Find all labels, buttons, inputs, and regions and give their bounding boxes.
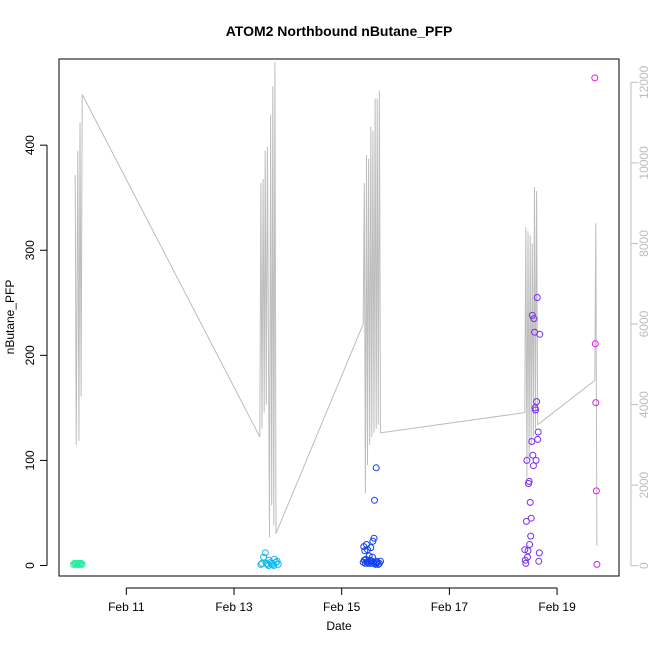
chart-title: ATOM2 Northbound nButane_PFP	[226, 23, 453, 39]
y-tick-label: 0	[23, 562, 37, 569]
data-point	[535, 549, 543, 557]
data-point	[533, 294, 541, 301]
data-point	[592, 399, 600, 407]
data-point	[593, 560, 601, 568]
right-tick-label: 6000	[637, 310, 650, 337]
data-point	[270, 562, 278, 569]
data-point	[372, 560, 380, 568]
data-point	[524, 547, 532, 555]
data-point	[526, 498, 534, 506]
data-point	[370, 534, 378, 542]
y-axis-right: 0 2000 4000 6000 8000 10000 12000	[630, 65, 650, 569]
x-tick-label: Feb 19	[538, 600, 576, 614]
y-tick-label: 200	[23, 345, 37, 365]
data-point	[261, 549, 269, 557]
data-point	[530, 315, 538, 323]
data-point	[368, 553, 376, 561]
x-tick-label: Feb 17	[431, 600, 469, 614]
right-tick-label: 4000	[637, 391, 650, 418]
data-point	[521, 546, 529, 554]
data-point	[535, 557, 543, 565]
x-axis: Feb 11 Feb 13 Feb 15 Feb 17 Feb 19	[108, 587, 576, 614]
data-point	[369, 537, 377, 545]
data-point	[371, 496, 378, 504]
data-point	[523, 456, 531, 464]
data-point	[534, 435, 542, 443]
data-point	[529, 451, 537, 459]
x-axis-label: Date	[326, 619, 352, 633]
right-tick-label: 0	[637, 562, 650, 569]
data-point	[71, 559, 79, 567]
data-point	[78, 560, 86, 568]
y-tick-label: 100	[23, 450, 37, 470]
plot-area	[58, 58, 620, 577]
y-axis-label: nButane_PFP	[3, 280, 17, 355]
y-axis-left: 0 100 200 300 400	[23, 135, 48, 569]
data-point	[265, 562, 272, 569]
data-point	[526, 541, 534, 548]
data-point	[528, 438, 536, 445]
data-point	[377, 557, 384, 565]
data-point	[591, 74, 599, 82]
right-tick-label: 8000	[637, 230, 650, 257]
data-point	[522, 517, 530, 525]
data-point	[527, 532, 535, 540]
data-points	[70, 74, 601, 569]
data-point	[77, 559, 84, 567]
data-point	[534, 428, 542, 436]
data-point	[591, 340, 599, 348]
data-point	[372, 464, 380, 472]
right-tick-label: 2000	[637, 471, 650, 498]
series-line	[74, 62, 598, 546]
right-tick-label: 12000	[637, 65, 650, 99]
x-tick-label: Feb 13	[215, 600, 253, 614]
data-point	[527, 514, 535, 522]
y-tick-label: 300	[23, 240, 37, 260]
data-point	[536, 330, 544, 338]
data-point	[274, 560, 282, 568]
data-point	[522, 559, 530, 567]
data-point	[532, 456, 540, 464]
data-point	[529, 462, 537, 470]
value-line	[74, 62, 598, 546]
data-point	[533, 398, 541, 406]
data-point	[592, 487, 600, 495]
data-point	[525, 477, 533, 485]
y-tick-label: 400	[23, 135, 37, 155]
x-tick-label: Feb 15	[323, 600, 361, 614]
data-point	[273, 557, 281, 565]
data-point	[532, 406, 539, 414]
x-tick-label: Feb 11	[108, 600, 145, 614]
right-tick-label: 10000	[637, 146, 650, 180]
data-point	[260, 553, 268, 561]
data-point	[367, 544, 375, 552]
